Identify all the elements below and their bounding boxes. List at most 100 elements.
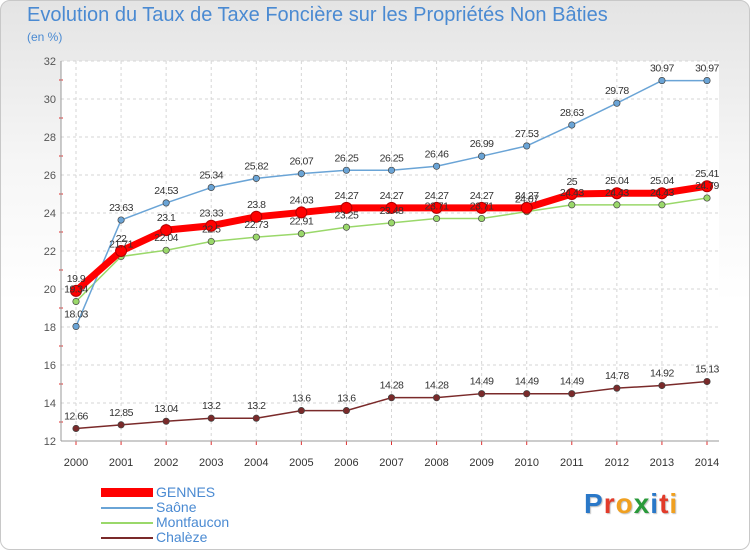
data-label: 13.2 xyxy=(202,400,221,412)
legend-swatch xyxy=(101,536,153,539)
y-tick-label: 24 xyxy=(44,208,56,220)
data-point xyxy=(478,390,486,398)
data-point xyxy=(658,77,666,85)
data-point xyxy=(387,219,396,227)
data-point xyxy=(207,237,215,246)
data-label: 26.25 xyxy=(335,152,359,164)
data-label: 23.8 xyxy=(247,199,266,211)
y-tick-label: 18 xyxy=(44,322,56,334)
data-point xyxy=(655,187,668,200)
data-point xyxy=(478,152,486,160)
data-label: 24.79 xyxy=(695,180,719,192)
x-tick-label: 2003 xyxy=(199,457,223,469)
x-tick-label: 2002 xyxy=(154,457,178,469)
data-point xyxy=(162,199,170,207)
data-point xyxy=(205,219,218,232)
data-point xyxy=(385,201,398,214)
data-label: 24.27 xyxy=(425,190,449,202)
y-tick-label: 26 xyxy=(44,170,56,182)
y-tick-label: 30 xyxy=(44,94,56,106)
data-label: 24.27 xyxy=(380,190,404,202)
data-point xyxy=(613,201,621,209)
series-sane xyxy=(72,77,711,330)
data-label: 19.9 xyxy=(67,273,86,285)
data-point xyxy=(523,142,531,150)
logo-letter: t xyxy=(659,488,670,519)
data-label: 18.03 xyxy=(64,308,88,320)
data-point xyxy=(250,210,263,223)
data-label: 13.6 xyxy=(292,393,311,405)
legend-label: GENNES xyxy=(156,484,216,500)
data-point xyxy=(342,166,350,174)
data-point xyxy=(433,162,441,170)
x-tick-label: 2004 xyxy=(244,457,268,469)
data-point xyxy=(520,201,533,214)
data-label: 13.04 xyxy=(154,403,178,415)
data-point xyxy=(117,216,125,224)
data-label: 12.85 xyxy=(109,407,133,419)
data-label: 23.71 xyxy=(470,201,494,213)
data-point xyxy=(70,284,82,297)
data-point xyxy=(252,233,260,241)
data-label: 26.25 xyxy=(380,152,404,164)
legend-label: Montfaucon xyxy=(156,514,230,530)
data-point xyxy=(613,384,621,392)
series-chalze xyxy=(72,377,711,433)
data-label: 24.07 xyxy=(515,194,539,206)
data-label: 24.43 xyxy=(650,187,674,199)
data-point xyxy=(568,201,576,209)
data-point xyxy=(703,194,711,202)
data-label: 22.91 xyxy=(289,216,313,228)
data-label: 22.73 xyxy=(244,219,268,231)
logo-letter: i xyxy=(669,488,679,519)
data-point xyxy=(72,322,80,330)
logo-letter: i xyxy=(650,488,660,519)
data-label: 24.27 xyxy=(335,190,359,202)
data-point xyxy=(342,407,350,415)
proxiti-logo: Proxiti xyxy=(584,488,678,520)
data-label: 23.1 xyxy=(157,212,176,224)
data-label: 24.53 xyxy=(154,185,178,197)
x-tick-label: 2009 xyxy=(469,457,493,469)
logo-letter: o xyxy=(615,488,634,519)
data-label: 19.34 xyxy=(64,284,88,296)
data-label: 30.97 xyxy=(650,63,674,75)
x-tick-label: 2013 xyxy=(650,457,674,469)
data-label: 14.78 xyxy=(605,370,629,382)
data-point xyxy=(162,417,170,425)
data-label: 24.43 xyxy=(605,187,629,199)
legend-item: Montfaucon xyxy=(101,515,229,530)
data-label: 23.33 xyxy=(199,208,223,220)
data-label: 24.27 xyxy=(470,190,494,202)
data-label: 24.27 xyxy=(515,190,539,202)
data-label: 26.07 xyxy=(289,156,313,168)
legend-label: Chalèze xyxy=(156,529,208,545)
data-point xyxy=(207,414,215,422)
data-point xyxy=(610,187,623,200)
legend-item: Saône xyxy=(101,500,229,515)
data-label: 24.03 xyxy=(289,194,313,206)
data-point xyxy=(160,224,173,237)
x-tick-label: 2011 xyxy=(560,457,584,469)
data-point xyxy=(478,214,486,223)
y-tick-label: 12 xyxy=(44,436,56,448)
legend-swatch xyxy=(101,521,153,524)
data-label: 23.25 xyxy=(335,209,359,221)
data-label: 25.82 xyxy=(244,160,268,172)
data-label: 22 xyxy=(116,233,127,245)
data-point xyxy=(72,424,80,433)
data-label: 22.5 xyxy=(202,224,221,236)
legend-item: GENNES xyxy=(101,485,229,500)
data-point xyxy=(475,201,488,214)
data-point xyxy=(658,201,666,209)
y-tick-label: 20 xyxy=(44,284,56,296)
data-label: 25.41 xyxy=(695,168,719,180)
data-label: 13.6 xyxy=(337,393,356,405)
data-label: 23.63 xyxy=(109,202,133,214)
chart-subtitle: (en %) xyxy=(27,30,63,44)
data-point xyxy=(252,174,260,182)
data-label: 25.34 xyxy=(199,170,223,182)
logo-letter: x xyxy=(633,488,651,519)
x-tick-label: 2012 xyxy=(605,457,629,469)
